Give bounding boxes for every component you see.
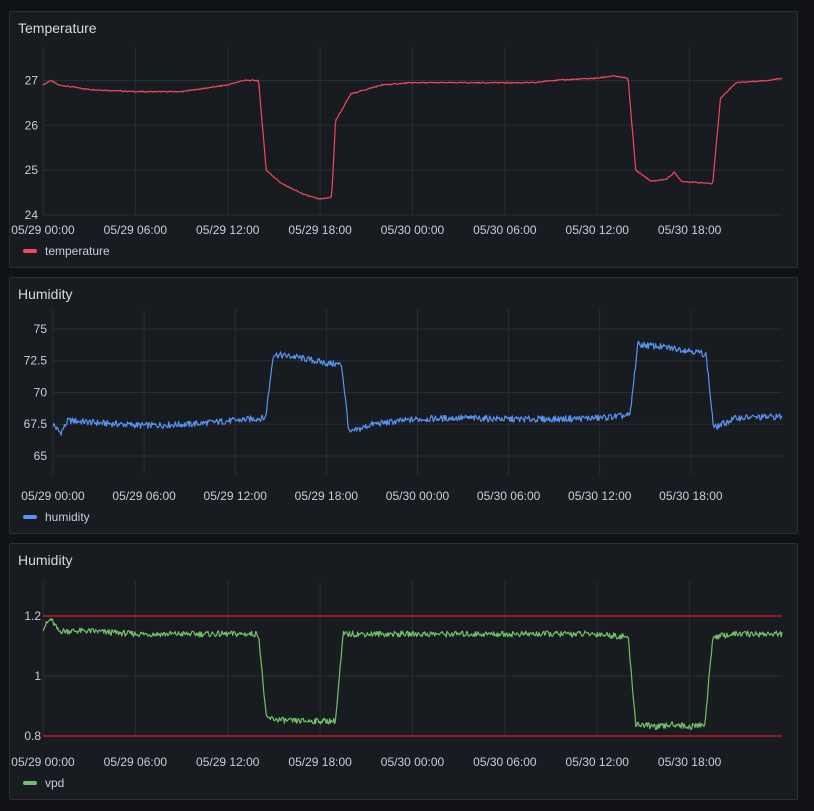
x-tick-label: 05/30 00:00 — [381, 755, 445, 769]
x-tick-label: 05/30 12:00 — [568, 489, 632, 503]
x-tick-label: 05/30 00:00 — [381, 223, 445, 237]
legend[interactable]: humidity — [23, 510, 90, 524]
x-tick-label: 05/29 18:00 — [288, 755, 352, 769]
series-line — [52, 340, 783, 436]
legend-label[interactable]: temperature — [45, 244, 110, 258]
legend-swatch — [23, 781, 37, 785]
panel-title[interactable]: Temperature — [18, 20, 97, 36]
y-tick-label: 1 — [34, 669, 41, 683]
x-tick-label: 05/29 12:00 — [196, 755, 260, 769]
panel-title[interactable]: Humidity — [18, 552, 73, 568]
x-tick-label: 05/29 06:00 — [112, 489, 176, 503]
x-tick-label: 05/29 18:00 — [295, 489, 359, 503]
y-tick-label: 67.5 — [24, 417, 48, 431]
vpd-chart: 0.8 1 1.2 05/29 00:00 05/29 06:00 05/29 12:00… — [11, 581, 783, 769]
humidity-chart: 65 67.5 70 72.5 75 05/29 00:00 05/29 06:00 05/2… — [21, 309, 783, 503]
temperature-panel: Temperature 24 25 26 27 05/29 00:00 05/29 06:… — [9, 11, 798, 268]
y-tick-label: 1.2 — [24, 609, 41, 623]
x-tick-label: 05/29 00:00 — [21, 489, 85, 503]
x-tick-label: 05/29 06:00 — [104, 755, 168, 769]
legend-label[interactable]: humidity — [45, 510, 90, 524]
y-tick-label: 26 — [25, 118, 39, 132]
x-tick-label: 05/29 12:00 — [196, 223, 260, 237]
vpd-panel: Humidity 0.8 1 1.2 05/29 00:00 05/29 06:00 05… — [9, 543, 798, 800]
y-tick-label: 70 — [34, 385, 48, 399]
x-tick-label: 05/30 18:00 — [659, 489, 723, 503]
x-tick-label: 05/29 12:00 — [204, 489, 268, 503]
y-tick-label: 27 — [25, 73, 39, 87]
y-tick-label: 25 — [25, 163, 39, 177]
y-tick-label: 0.8 — [24, 729, 41, 743]
x-tick-label: 05/30 06:00 — [477, 489, 541, 503]
legend-swatch — [23, 249, 37, 253]
x-tick-label: 05/30 06:00 — [473, 755, 537, 769]
y-tick-label: 24 — [25, 208, 39, 222]
y-tick-label: 75 — [34, 322, 48, 336]
legend-swatch — [23, 515, 37, 519]
x-tick-label: 05/30 06:00 — [473, 223, 537, 237]
y-tick-label: 72.5 — [24, 354, 48, 368]
y-tick-label: 65 — [34, 449, 48, 463]
x-tick-label: 05/30 12:00 — [566, 223, 630, 237]
legend[interactable]: temperature — [23, 244, 110, 258]
x-tick-label: 05/30 18:00 — [658, 755, 722, 769]
x-tick-label: 05/30 12:00 — [566, 755, 630, 769]
humidity-panel: Humidity 65 67.5 70 72.5 75 05/29 00:00 05/29 … — [9, 277, 798, 534]
x-tick-label: 05/29 06:00 — [104, 223, 168, 237]
series-line — [42, 75, 783, 200]
x-tick-label: 05/29 00:00 — [11, 755, 75, 769]
x-tick-label: 05/29 18:00 — [288, 223, 352, 237]
x-tick-label: 05/29 00:00 — [11, 223, 75, 237]
x-tick-label: 05/30 18:00 — [658, 223, 722, 237]
temperature-chart: 24 25 26 27 05/29 00:00 05/29 06:00 05/29 12:0… — [11, 47, 783, 237]
series-line — [42, 618, 783, 731]
x-tick-label: 05/30 00:00 — [386, 489, 450, 503]
panel-title[interactable]: Humidity — [18, 286, 73, 302]
legend-label[interactable]: vpd — [45, 776, 65, 790]
legend[interactable]: vpd — [23, 776, 64, 790]
